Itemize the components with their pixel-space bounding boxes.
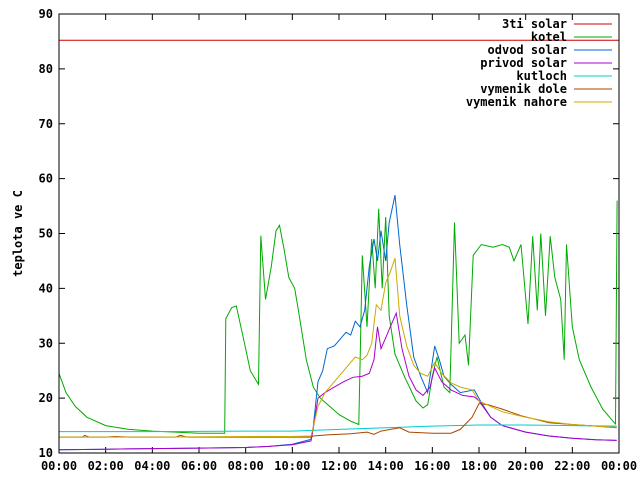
series-line-kotel bbox=[58, 200, 618, 434]
legend-label: vymenik nahore bbox=[466, 95, 567, 109]
legend-label: vymenik dole bbox=[480, 82, 567, 96]
y-tick-label: 90 bbox=[39, 7, 53, 21]
y-tick-label: 60 bbox=[39, 172, 53, 186]
x-axis-ticks: 00:00 02:00 04:00 06:00 08:00 10:00 12:00 14:00… bbox=[41, 14, 637, 473]
legend-label: kutloch bbox=[516, 69, 567, 83]
legend-label: privod solar bbox=[480, 56, 567, 70]
x-tick-label: 08:00 bbox=[228, 459, 264, 473]
y-tick-label: 70 bbox=[39, 117, 53, 131]
y-axis-label: teplota ve C bbox=[11, 190, 25, 277]
legend-label: kotel bbox=[531, 30, 567, 44]
x-tick-label: 04:00 bbox=[134, 459, 170, 473]
x-tick-label: 12:00 bbox=[321, 459, 357, 473]
x-tick-label: 00:00 bbox=[41, 459, 77, 473]
y-tick-label: 50 bbox=[39, 227, 53, 241]
series-line-vymenik-nahore bbox=[59, 258, 617, 438]
series-line-kutloch bbox=[59, 424, 617, 433]
y-tick-label: 30 bbox=[39, 336, 53, 350]
series-line-privod-solar bbox=[58, 311, 617, 451]
x-tick-label: 14:00 bbox=[368, 459, 404, 473]
plot-area bbox=[58, 39, 619, 451]
series-line-odvod-solar bbox=[58, 194, 617, 451]
x-tick-label: 00:00 bbox=[601, 459, 637, 473]
y-tick-label: 80 bbox=[39, 62, 53, 76]
x-tick-label: 18:00 bbox=[461, 459, 497, 473]
y-tick-label: 40 bbox=[39, 281, 53, 295]
x-tick-label: 10:00 bbox=[274, 459, 310, 473]
x-tick-label: 20:00 bbox=[508, 459, 544, 473]
x-tick-label: 02:00 bbox=[88, 459, 124, 473]
x-tick-label: 16:00 bbox=[414, 459, 450, 473]
y-tick-label: 10 bbox=[39, 446, 53, 460]
plot-frame bbox=[58, 13, 620, 454]
y-tick-label: 20 bbox=[39, 391, 53, 405]
x-tick-label: 06:00 bbox=[181, 459, 217, 473]
legend-label: 3ti solar bbox=[502, 17, 567, 31]
x-tick-label: 22:00 bbox=[554, 459, 590, 473]
legend-label: odvod solar bbox=[488, 43, 567, 57]
